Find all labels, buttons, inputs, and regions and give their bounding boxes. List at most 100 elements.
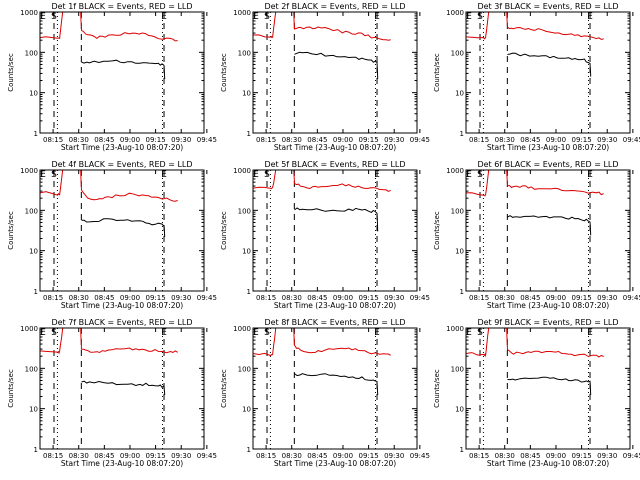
end-marker-label: E: [587, 170, 593, 180]
chart-title: Det 6f BLACK = Events, RED = LLD: [477, 160, 618, 169]
y-tick-label: 1: [460, 130, 464, 138]
x-tick-label: 09:45: [623, 136, 640, 144]
x-tick-label: 09:45: [197, 452, 217, 460]
end-marker-label: E: [253, 328, 259, 338]
plot-frame: [39, 327, 205, 450]
x-tick-label: 09:45: [623, 294, 640, 302]
x-tick-label: 08:30: [69, 452, 89, 460]
x-axis-label: Start Time (23-Aug-10 08:07:20): [487, 143, 609, 152]
y-axis-label: Counts/sec: [7, 53, 15, 92]
events-series-line: [294, 207, 379, 232]
x-tick-label: 08:30: [69, 294, 89, 302]
y-tick-label: 1: [34, 446, 38, 454]
x-tick-label: 09:45: [410, 452, 430, 460]
start-marker-label: S: [51, 12, 57, 22]
x-tick-label: 09:15: [146, 294, 166, 302]
chart-title: Det 1f BLACK = Events, RED = LLD: [51, 2, 192, 11]
lld-series-line: [39, 11, 178, 42]
x-tick-label: 08:45: [94, 452, 114, 460]
x-axis-label: Start Time (23-Aug-10 08:07:20): [487, 301, 609, 310]
x-tick-label: 08:15: [43, 294, 63, 302]
y-tick-label: 10: [242, 406, 251, 414]
chart-title: Det 8f BLACK = Events, RED = LLD: [264, 318, 405, 327]
y-axis-label: Counts/sec: [433, 211, 441, 250]
x-tick-label: 09:00: [120, 294, 140, 302]
x-tick-label: 08:15: [43, 136, 63, 144]
x-axis-label: Start Time (23-Aug-10 08:07:20): [61, 143, 183, 152]
y-tick-label: 1: [34, 130, 38, 138]
y-tick-label: 1: [34, 288, 38, 296]
y-axis-label: Counts/sec: [7, 211, 15, 250]
start-marker-label: S: [264, 170, 270, 180]
events-series-line: [294, 373, 379, 395]
x-tick-label: 08:45: [307, 452, 327, 460]
x-tick-label: 09:30: [171, 136, 191, 144]
y-tick-label: 10: [455, 248, 464, 256]
x-tick-label: 08:15: [256, 294, 276, 302]
x-tick-label: 09:00: [120, 452, 140, 460]
x-tick-label: 09:30: [384, 294, 404, 302]
x-tick-label: 08:45: [307, 136, 327, 144]
events-series-line: [81, 218, 166, 237]
x-tick-label: 08:30: [495, 452, 515, 460]
events-series-line: [81, 380, 166, 395]
start-marker-label: S: [51, 328, 57, 338]
x-tick-label: 08:45: [94, 136, 114, 144]
y-tick-label: 1000: [446, 167, 464, 175]
x-tick-label: 09:30: [384, 452, 404, 460]
x-tick-label: 08:30: [282, 294, 302, 302]
y-tick-label: 1: [247, 130, 251, 138]
x-axis-label: Start Time (23-Aug-10 08:07:20): [274, 143, 396, 152]
chart-title: Det 2f BLACK = Events, RED = LLD: [264, 2, 405, 11]
start-marker-label: S: [477, 170, 483, 180]
plot-frame: [252, 11, 418, 134]
plot-frame: [465, 327, 631, 450]
x-tick-label: 09:30: [597, 452, 617, 460]
y-tick-label: 1: [247, 288, 251, 296]
x-tick-label: 08:30: [495, 136, 515, 144]
end-marker-label: E: [40, 328, 46, 338]
start-marker-label: S: [264, 12, 270, 22]
x-tick-label: 08:45: [520, 294, 540, 302]
lld-series-line: [252, 327, 391, 357]
x-tick-label: 09:30: [384, 136, 404, 144]
plot-frame: [39, 11, 205, 134]
y-tick-label: 1000: [233, 325, 251, 333]
x-tick-label: 09:30: [597, 136, 617, 144]
y-tick-label: 100: [25, 365, 38, 373]
plot-frame: [252, 169, 418, 292]
x-tick-label: 08:15: [256, 136, 276, 144]
lld-series-line: [252, 169, 391, 192]
x-tick-label: 09:30: [171, 452, 191, 460]
y-tick-label: 100: [25, 49, 38, 57]
events-series-line: [81, 59, 166, 79]
start-marker-label: S: [477, 328, 483, 338]
x-tick-label: 09:00: [546, 136, 566, 144]
y-tick-label: 1: [247, 446, 251, 454]
x-axis-label: Start Time (23-Aug-10 08:07:20): [61, 459, 183, 468]
y-axis-label: Counts/sec: [433, 369, 441, 408]
chart-title: Det 7f BLACK = Events, RED = LLD: [51, 318, 192, 327]
x-tick-label: 09:00: [333, 136, 353, 144]
chart-title: Det 5f BLACK = Events, RED = LLD: [264, 160, 405, 169]
x-tick-label: 08:45: [94, 294, 114, 302]
x-tick-label: 08:45: [520, 136, 540, 144]
y-tick-label: 1000: [20, 325, 38, 333]
end-marker-label: E: [253, 12, 259, 22]
events-series-line: [507, 52, 592, 77]
x-tick-label: 09:45: [197, 136, 217, 144]
x-tick-label: 09:15: [359, 452, 379, 460]
y-tick-label: 1: [460, 446, 464, 454]
y-axis-label: Counts/sec: [433, 53, 441, 92]
y-tick-label: 10: [242, 90, 251, 98]
y-tick-label: 1000: [20, 9, 38, 17]
end-marker-label: E: [466, 170, 472, 180]
end-marker-label: E: [40, 170, 46, 180]
x-tick-label: 08:15: [469, 452, 489, 460]
x-tick-label: 09:15: [359, 136, 379, 144]
x-tick-label: 09:30: [597, 294, 617, 302]
end-marker-label: E: [587, 328, 593, 338]
